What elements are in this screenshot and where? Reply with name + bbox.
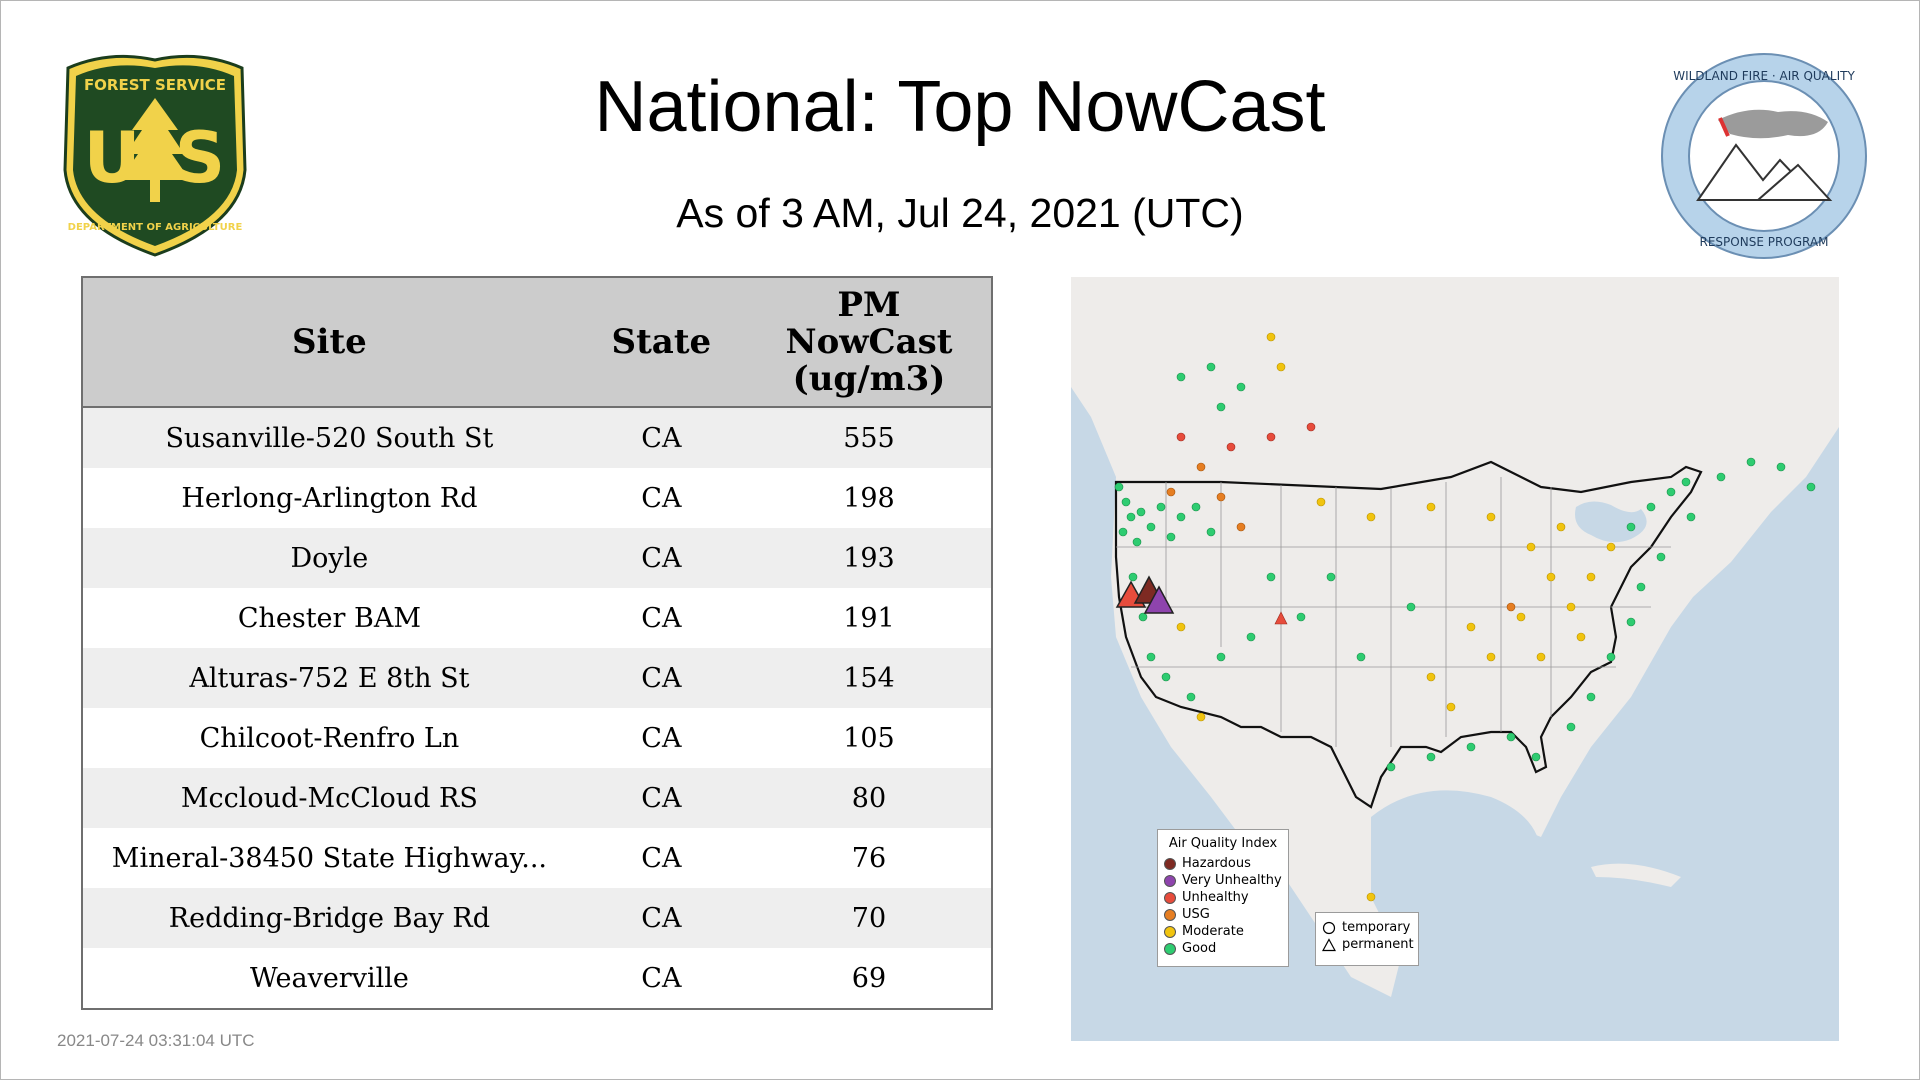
generated-timestamp: 2021-07-24 03:31:04 UTC [57,1031,255,1050]
cell-pm: 555 [746,407,991,468]
aqi-map[interactable]: Air Quality Index Hazardous Very Unhealt… [1071,277,1839,1041]
table-row: Alturas-752 E 8th St CA 154 [83,648,991,708]
table-row: Chester BAM CA 191 [83,588,991,648]
page-subtitle: As of 3 AM, Jul 24, 2021 (UTC) [676,190,1244,236]
cell-pm: 105 [746,708,991,768]
north-america-land [1071,277,1839,997]
legend-swatch [1164,857,1176,870]
cell-site: Chester BAM [83,588,576,648]
cell-pm: 191 [746,588,991,648]
pm-header-line1: PM [837,284,901,325]
legend-item-unhealthy: Unhealthy [1158,889,1288,906]
legend-label: USG [1182,907,1210,922]
cuba [1591,863,1681,887]
cell-pm: 154 [746,648,991,708]
legend-label: Unhealthy [1182,890,1249,905]
table-row: Redding-Bridge Bay Rd CA 70 [83,888,991,948]
cell-site: Mccloud-McCloud RS [83,768,576,828]
legend-swatch [1164,925,1176,938]
legend-label: Hazardous [1182,856,1251,871]
table-row: Herlong-Arlington Rd CA 198 [83,468,991,528]
logo-left-top-text: FOREST SERVICE [84,76,226,94]
cell-site: Susanville-520 South St [83,407,576,468]
legend-swatch [1164,908,1176,921]
cell-pm: 193 [746,528,991,588]
logo-left-bottom-text: DEPARTMENT OF AGRICULTURE [68,222,243,233]
cell-pm: 69 [746,948,991,1008]
cell-pm: 80 [746,768,991,828]
cell-state: CA [575,528,747,588]
us-border [1114,460,1703,809]
table-row: Chilcoot-Renfro Ln CA 105 [83,708,991,768]
table-row: Weaverville CA 69 [83,948,991,1008]
svg-text:S: S [175,117,225,199]
logo-right-top-text: WILDLAND FIRE · AIR QUALITY [1673,69,1855,83]
cell-state: CA [575,468,747,528]
cell-state: CA [575,948,747,1008]
cell-state: CA [575,888,747,948]
table-row: Susanville-520 South St CA 555 [83,407,991,468]
column-header-pm-nowcast: PM NowCast (ug/m3) [746,278,991,408]
column-header-site: Site [83,278,576,408]
symbol-legend: temporary permanent [1315,912,1419,966]
legend-item-good: Good [1158,940,1288,957]
legend-label: Good [1182,941,1217,956]
cell-state: CA [575,708,747,768]
cell-site: Chilcoot-Renfro Ln [83,708,576,768]
cell-state: CA [575,768,747,828]
cell-state: CA [575,828,747,888]
legend-swatch [1164,874,1176,887]
legend-label: Moderate [1182,924,1244,939]
wildland-fire-air-quality-logo-icon: WILDLAND FIRE · AIR QUALITY RESPONSE PRO… [1661,53,1867,259]
legend-swatch [1164,942,1176,955]
cell-site: Alturas-752 E 8th St [83,648,576,708]
legend-item-very-unhealthy: Very Unhealthy [1158,872,1288,889]
great-lakes [1575,501,1647,543]
cell-site: Redding-Bridge Bay Rd [83,888,576,948]
legend-label: permanent [1342,937,1414,952]
legend-item-moderate: Moderate [1158,923,1288,940]
cell-state: CA [575,648,747,708]
cell-pm: 70 [746,888,991,948]
cell-pm: 198 [746,468,991,528]
cell-site: Weaverville [83,948,576,1008]
cell-pm: 76 [746,828,991,888]
pm-header-line2: NowCast [785,321,953,362]
site-markers [1114,332,1816,922]
table-header-row: Site State PM NowCast (ug/m3) [83,278,991,408]
legend-label: temporary [1342,920,1411,935]
cell-site: Mineral-38450 State Highway... [83,828,576,888]
legend-label: Very Unhealthy [1182,873,1282,888]
aqi-legend-title: Air Quality Index [1168,836,1278,851]
cell-site: Doyle [83,528,576,588]
table-row: Mineral-38450 State Highway... CA 76 [83,828,991,888]
page-title: National: Top NowCast [594,67,1326,147]
triangle-outline-icon [1322,937,1336,951]
svg-text:U: U [84,117,141,199]
pm-header-line3: (ug/m3) [792,358,946,399]
gulf-of-mexico [1371,790,1541,927]
column-header-state: State [575,278,747,408]
aqi-legend: Air Quality Index Hazardous Very Unhealt… [1157,829,1289,967]
legend-item-permanent: permanent [1316,936,1418,953]
state-lines [1116,477,1671,747]
usda-forest-service-shield-icon: FOREST SERVICE U S DEPARTMENT OF AGRICUL… [63,54,247,257]
cell-site: Herlong-Arlington Rd [83,468,576,528]
top-nowcast-table: Site State PM NowCast (ug/m3) Susanville… [81,276,993,1010]
map-canvas [1071,277,1839,997]
cell-state: CA [575,407,747,468]
hotspot-triangles [1115,575,1175,614]
legend-item-temporary: temporary [1316,919,1418,936]
legend-item-hazardous: Hazardous [1158,855,1288,872]
circle-outline-icon [1322,921,1336,934]
logo-right-bottom-text: RESPONSE PROGRAM [1700,235,1829,249]
table-row: Doyle CA 193 [83,528,991,588]
table-row: Mccloud-McCloud RS CA 80 [83,768,991,828]
legend-swatch [1164,891,1176,904]
cell-state: CA [575,588,747,648]
legend-item-usg: USG [1158,906,1288,923]
